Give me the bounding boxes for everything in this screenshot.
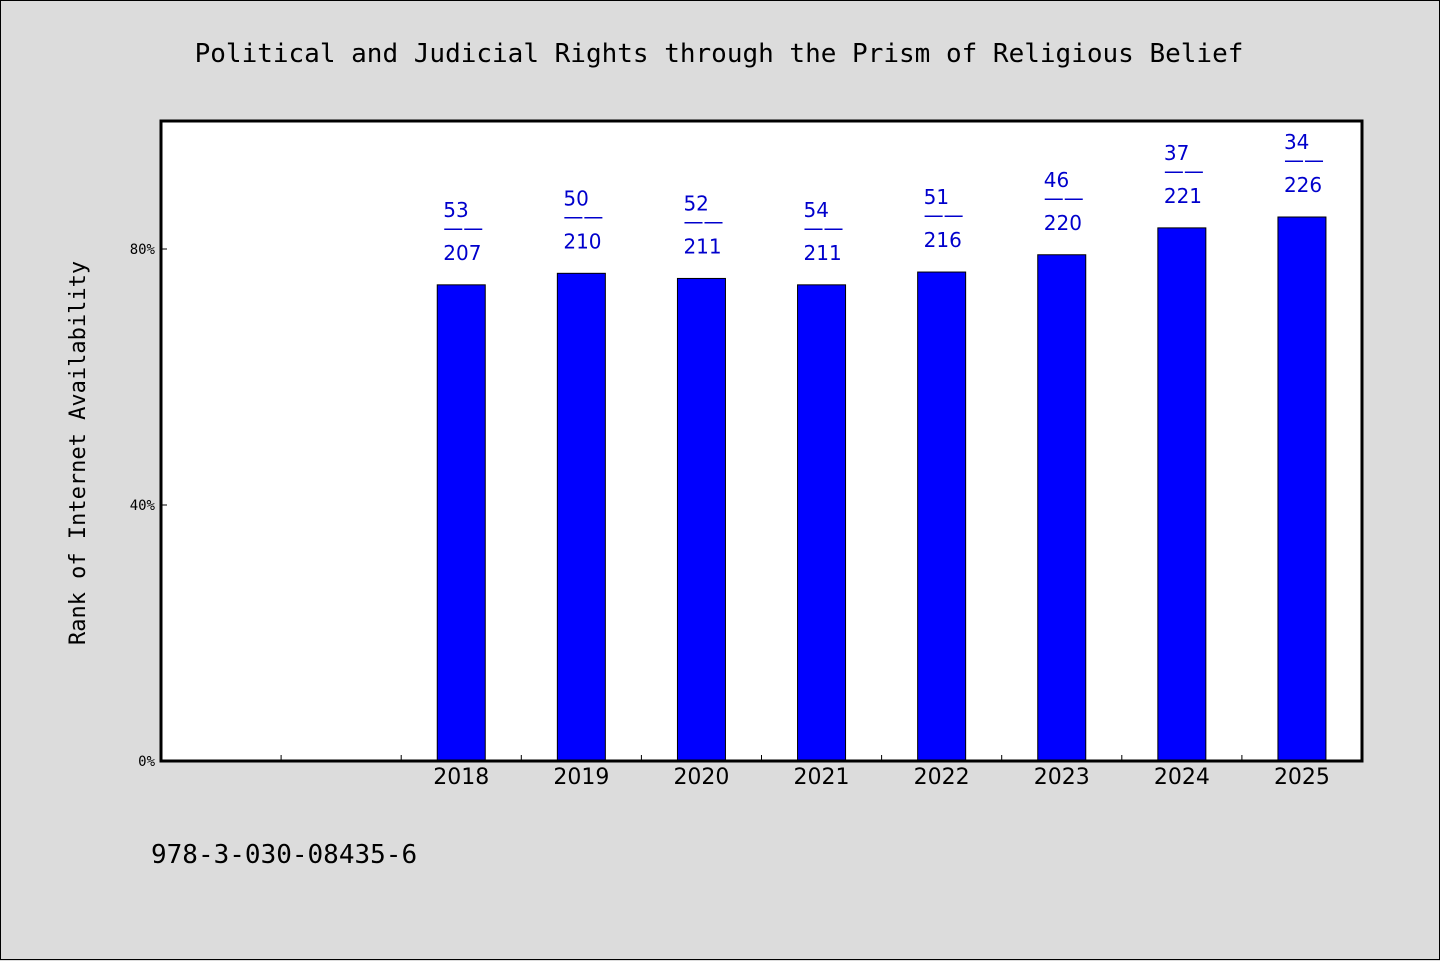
x-tick-label: 2018: [433, 765, 489, 790]
data-label-denominator: 221: [1164, 184, 1202, 208]
data-label-numerator: 37: [1164, 141, 1189, 165]
x-tick-label: 2020: [673, 765, 729, 790]
data-label-denominator: 211: [804, 241, 842, 265]
data-label-separator: ——: [563, 204, 603, 228]
x-tick-label: 2023: [1034, 765, 1090, 790]
data-label-numerator: 53: [443, 198, 468, 222]
y-tick-label: 80%: [130, 242, 156, 258]
x-tick-label: 2019: [553, 765, 609, 790]
data-label-denominator: 220: [1044, 211, 1082, 235]
y-tick-label: 40%: [130, 498, 156, 514]
data-label-separator: ——: [1164, 159, 1204, 183]
data-label-denominator: 226: [1284, 173, 1322, 197]
x-ticks-layer: 2018 2019 2020 2021 2022 2023 2024 2025: [280, 755, 1330, 790]
bar: [917, 271, 967, 762]
data-label-denominator: 211: [683, 234, 721, 258]
bar: [1277, 216, 1327, 762]
bar: [1157, 227, 1207, 762]
data-label-denominator: 216: [924, 228, 962, 252]
data-label-separator: ——: [683, 209, 723, 233]
bar: [797, 284, 847, 762]
data-label-numerator: 52: [683, 191, 708, 215]
x-tick-label: 2025: [1274, 765, 1330, 790]
data-label-separator: ——: [924, 203, 964, 227]
footer-isbn: 978-3-030-08435-6: [151, 840, 417, 870]
bar: [1037, 254, 1087, 762]
data-label-numerator: 46: [1044, 168, 1069, 192]
bar: [676, 277, 726, 762]
bar: [556, 272, 606, 762]
data-label-numerator: 34: [1284, 130, 1309, 154]
y-ticks-layer: 0% 40% 80%: [130, 242, 167, 770]
data-label-separator: ——: [1044, 186, 1084, 210]
chart-title: Political and Judicial Rights through th…: [195, 39, 1244, 69]
y-axis-label: Rank of Internet Availability: [66, 261, 91, 645]
data-label-denominator: 210: [563, 229, 601, 253]
data-label-numerator: 50: [563, 186, 588, 210]
x-tick-label: 2024: [1154, 765, 1210, 790]
bars-layer: [436, 216, 1327, 762]
data-label-separator: ——: [1284, 148, 1324, 172]
y-tick-label: 0%: [138, 754, 155, 770]
data-label-numerator: 54: [804, 198, 829, 222]
data-labels-layer: 53——20750——21052——21154——21151——21646——2…: [443, 130, 1324, 265]
bar: [436, 284, 486, 762]
x-tick-label: 2021: [794, 765, 850, 790]
data-label-separator: ——: [443, 216, 483, 240]
x-tick-label: 2022: [914, 765, 970, 790]
data-label-numerator: 51: [924, 185, 949, 209]
data-label-denominator: 207: [443, 241, 481, 265]
plot-frame: [159, 119, 1364, 763]
data-label-separator: ——: [804, 216, 844, 240]
